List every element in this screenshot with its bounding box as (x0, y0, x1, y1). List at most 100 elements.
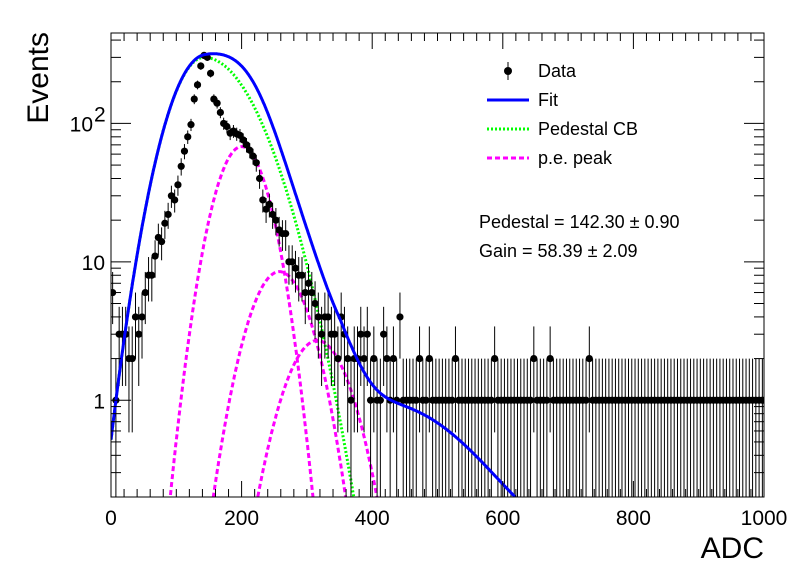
data-point (298, 257, 306, 302)
data-point (425, 326, 433, 433)
data-point (324, 292, 332, 359)
data-point (471, 358, 479, 497)
y-tick-exponent: 2 (94, 103, 106, 126)
data-point (673, 358, 682, 497)
data-point (419, 358, 427, 497)
x-tick-label: 800 (616, 507, 651, 530)
data-point (533, 358, 541, 497)
pedestal-annotation: Pedestal = 142.30 ± 0.90 (479, 212, 680, 232)
legend-entry: Pedestal CB (487, 119, 638, 139)
y-tick-label: 10 (82, 252, 105, 275)
x-tick-label: 400 (355, 507, 390, 530)
data-point (111, 271, 117, 325)
data-point (536, 358, 544, 497)
data-point (526, 358, 535, 497)
x-tick-label: 0 (105, 507, 117, 530)
data-point (582, 358, 590, 497)
data-point (716, 358, 724, 497)
data-point (223, 120, 231, 134)
data-point (667, 358, 675, 497)
data-point (690, 358, 698, 497)
legend-label: Data (538, 61, 577, 81)
data-point (125, 326, 133, 433)
data-point (213, 98, 221, 109)
data-point (569, 358, 577, 497)
data-point (657, 358, 665, 497)
legend-label: p.e. peak (538, 148, 613, 168)
pe-peak-curve-2 (211, 270, 348, 497)
data-point (556, 358, 564, 497)
x-axis-title: ADC (701, 532, 764, 565)
data-point (575, 358, 584, 497)
data-point (353, 326, 362, 433)
data-point (520, 358, 528, 497)
data-point (288, 245, 296, 285)
data-point (128, 326, 136, 433)
data-point (357, 306, 365, 386)
data-point (131, 292, 140, 359)
data-point (660, 358, 669, 497)
data-point (158, 227, 166, 261)
data-point (445, 358, 453, 497)
data-point (602, 358, 610, 497)
x-tick-label: 200 (224, 507, 259, 530)
data-point (193, 80, 202, 90)
data-point (402, 358, 411, 497)
data-point (360, 326, 368, 433)
data-point (696, 358, 704, 497)
data-point (177, 158, 185, 176)
x-tick-label: 1000 (741, 507, 788, 530)
legend-entry: Fit (487, 90, 558, 110)
y-tick-label: 1 (93, 390, 105, 413)
data-point (190, 94, 198, 105)
data-point (729, 358, 737, 497)
data-point (308, 271, 316, 325)
data-point (562, 358, 571, 497)
x-tick-label: 600 (485, 507, 520, 530)
legend-entry: p.e. peak (487, 148, 613, 168)
data-point (605, 358, 613, 497)
data-point (709, 358, 717, 497)
plot-frame (110, 32, 765, 498)
data-point (187, 118, 195, 132)
annotations: Pedestal = 142.30 ± 0.90 Gain = 58.39 ± 2… (479, 212, 680, 261)
data-point (406, 358, 414, 497)
legend-entry: Data (504, 61, 577, 81)
data-point (429, 358, 437, 497)
data-point (585, 326, 593, 433)
data-point (344, 326, 352, 433)
data-point (477, 358, 486, 497)
data-point (683, 358, 691, 497)
data-point (546, 326, 554, 433)
data-point (331, 306, 339, 386)
data-point (432, 358, 440, 497)
data-point (540, 358, 548, 497)
data-point (664, 358, 672, 497)
data-point (291, 250, 300, 293)
data-point (559, 358, 567, 497)
data-point (151, 240, 159, 278)
data-point (592, 358, 600, 497)
y-axis-title: Events (22, 32, 55, 124)
data-point (184, 130, 192, 144)
data-point (380, 306, 388, 386)
data-point (409, 358, 417, 497)
data-point (396, 292, 404, 359)
data-point (543, 358, 551, 497)
data-point (732, 358, 740, 497)
data-point (608, 358, 616, 497)
data-point (415, 326, 424, 433)
data-point (363, 306, 371, 386)
data-point (566, 358, 574, 497)
data-point (706, 358, 714, 497)
data-point (216, 107, 224, 119)
data-point (693, 358, 701, 497)
data-point (164, 202, 172, 229)
data-point (376, 358, 384, 497)
data-point (180, 144, 189, 160)
data-point (304, 264, 313, 312)
data-point (206, 69, 215, 78)
data-point (703, 358, 711, 497)
